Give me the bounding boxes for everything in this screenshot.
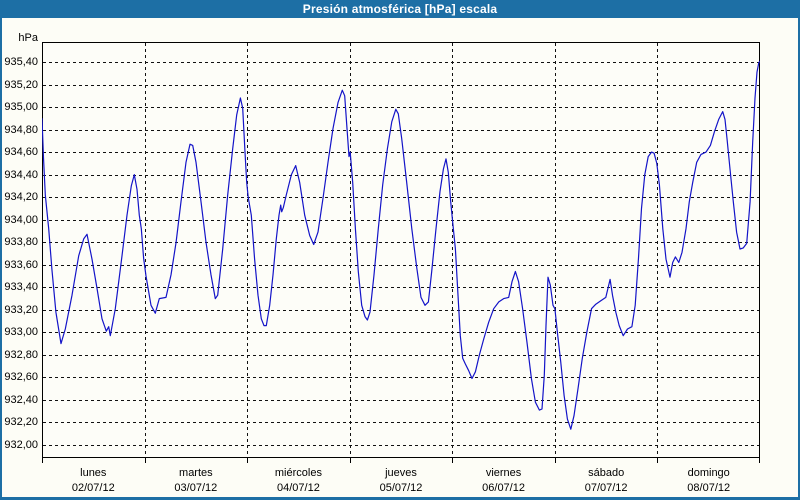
chart-canvas: hPa 935,40 935,20 935,00 934,80 934,60 934,40… bbox=[2, 18, 798, 497]
x-day-date-label: 07/07/12 bbox=[584, 482, 628, 494]
x-day-date-label: 02/07/12 bbox=[71, 482, 115, 494]
x-day-date-label: 03/07/12 bbox=[174, 482, 218, 494]
y-tick-label: 933,60 bbox=[4, 258, 38, 271]
y-tick-label: 932,00 bbox=[4, 439, 38, 451]
y-tick-label: 933,80 bbox=[4, 236, 38, 249]
x-day-name-label: sábado bbox=[588, 467, 625, 479]
x-day-date-label: 04/07/12 bbox=[277, 482, 320, 494]
chart-title-bar: Presión atmosférica [hPa] escala bbox=[0, 0, 800, 18]
x-day-date-label: 05/07/12 bbox=[379, 482, 423, 494]
y-tick-label: 935,40 bbox=[4, 56, 38, 68]
x-day-date-label: 08/07/12 bbox=[687, 482, 731, 494]
y-tick-label: 932,20 bbox=[4, 416, 38, 429]
y-tick-label: 933,20 bbox=[4, 303, 38, 316]
pressure-line bbox=[42, 60, 760, 430]
x-day-name-label: miércoles bbox=[274, 467, 322, 479]
y-tick-label: 933,00 bbox=[4, 326, 38, 339]
y-tick-label: 932,60 bbox=[4, 371, 38, 384]
chart-title: Presión atmosférica [hPa] escala bbox=[302, 2, 498, 16]
y-tick-label: 934,00 bbox=[4, 213, 38, 226]
plot-area bbox=[42, 42, 760, 463]
y-axis-unit-label: hPa bbox=[18, 32, 38, 44]
y-tick-label: 932,40 bbox=[4, 393, 38, 406]
y-tick-label: 935,00 bbox=[4, 101, 38, 114]
x-day-name-label: viernes bbox=[485, 467, 522, 479]
y-tick-label: 934,20 bbox=[4, 191, 38, 204]
x-day-name-label: domingo bbox=[687, 467, 730, 479]
y-tick-label: 934,80 bbox=[4, 123, 38, 136]
y-tick-label: 935,20 bbox=[4, 78, 38, 91]
x-day-name-label: jueves bbox=[385, 467, 417, 479]
y-tick-label: 934,60 bbox=[4, 146, 38, 159]
x-day-date-label: 06/07/12 bbox=[482, 482, 525, 494]
x-day-name-label: lunes bbox=[80, 467, 107, 479]
y-tick-label: 934,40 bbox=[4, 168, 38, 181]
plot-border bbox=[42, 42, 760, 458]
y-tick-label: 933,40 bbox=[4, 281, 38, 294]
y-tick-label: 932,80 bbox=[4, 348, 38, 361]
x-day-name-label: martes bbox=[179, 467, 213, 479]
